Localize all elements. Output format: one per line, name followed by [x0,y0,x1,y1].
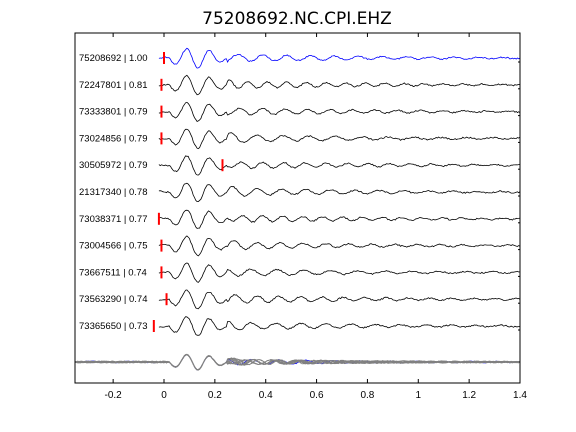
trace-label: 30505972 | 0.79 [79,160,148,171]
stack-overlay [74,353,521,371]
chart-title: 75208692.NC.CPI.EHZ [202,9,392,29]
trace-label: 72247801 | 0.81 [79,80,148,91]
trace-label: 73024856 | 0.79 [79,133,148,144]
x-tick-label: 0 [161,390,167,401]
x-tick-label: 1.2 [462,390,476,401]
x-tick-label: -0.2 [105,390,123,401]
trace-label: 73365650 | 0.73 [79,321,148,332]
x-tick-label: 0.6 [310,390,324,401]
x-tick-label: 0.8 [360,390,374,401]
x-tick-label: 1 [416,390,422,401]
trace-line [158,155,521,176]
trace-line [158,316,521,336]
trace-10: 73365650 | 0.73 [79,316,521,336]
trace-label: 73563290 | 0.74 [79,294,148,305]
trace-8: 73667511 | 0.74 [79,262,521,283]
trace-label: 73667511 | 0.74 [79,267,147,278]
x-tick-label: 1.4 [513,390,527,401]
trace-2: 73333801 | 0.79 [79,101,521,123]
trace-label: 73333801 | 0.79 [79,107,148,118]
trace-line [158,182,521,202]
trace-3: 73024856 | 0.79 [79,128,521,150]
trace-line [158,74,521,96]
trace-5: 21317340 | 0.78 [79,182,521,202]
trace-line [158,47,521,69]
trace-label: 21317340 | 0.78 [79,187,148,198]
x-tick-label: 0.4 [259,390,273,401]
x-tick-label: 0.2 [208,390,222,401]
trace-7: 73004566 | 0.75 [79,235,521,257]
trace-line [158,262,521,283]
trace-4: 30505972 | 0.79 [79,155,521,176]
x-axis: -0.2 0 0.2 0.4 0.6 0.8 1 1.2 1.4 [105,33,527,401]
traces-layer: 75208692 | 1.00 72247801 | 0.81 73333801 |… [79,47,521,336]
trace-9: 73563290 | 0.74 [79,289,521,310]
trace-line [158,209,521,229]
trace-6: 73038371 | 0.77 [79,209,521,229]
trace-line [158,128,521,150]
trace-0: 75208692 | 1.00 [79,47,521,69]
trace-line [158,101,521,123]
plot-frame [74,32,521,384]
trace-line [158,289,521,310]
trace-line [158,235,521,257]
stack-trace [74,354,520,371]
trace-1: 72247801 | 0.81 [79,74,521,96]
trace-label: 73038371 | 0.77 [79,214,148,225]
trace-label: 73004566 | 0.75 [79,241,148,252]
trace-label: 75208692 | 1.00 [79,53,148,64]
